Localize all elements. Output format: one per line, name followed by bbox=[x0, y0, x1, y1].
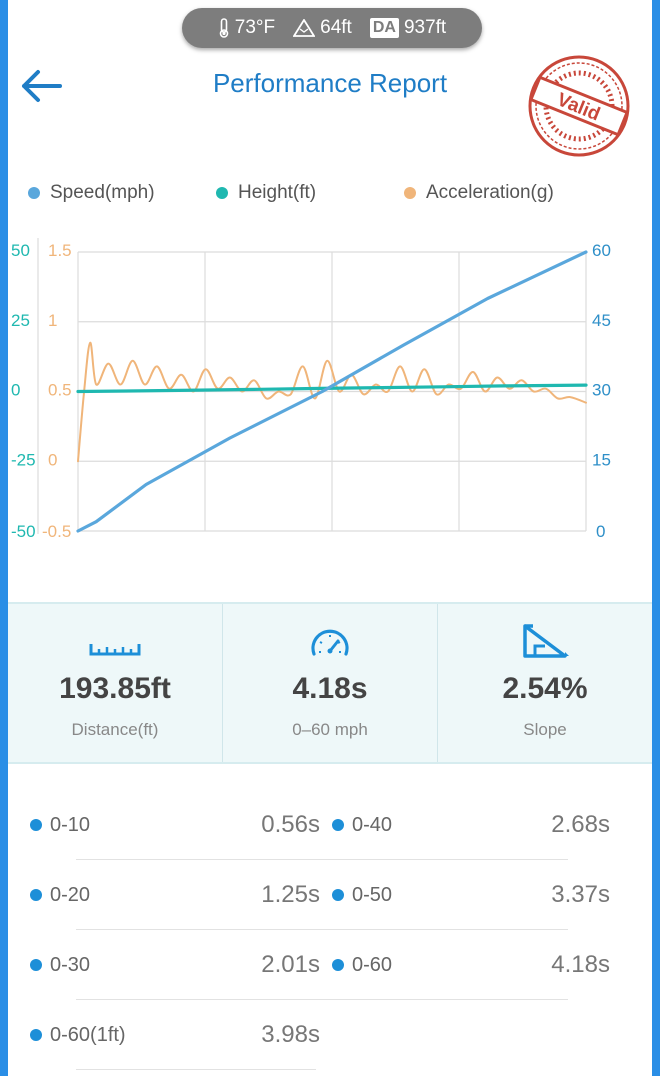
tick-label-height: 0 bbox=[11, 381, 20, 400]
tick-label-height: -50 bbox=[11, 522, 36, 541]
stats-panel: 193.85ft Distance(ft) 4.18s 0–60 mph bbox=[8, 602, 652, 764]
tick-label-height: -25 bbox=[11, 450, 36, 469]
time-row-0-20: 0-20 1.25s bbox=[30, 860, 320, 930]
arrow-left-icon bbox=[22, 70, 62, 102]
tick-label-acceleration: 1 bbox=[48, 311, 57, 330]
time-row-0-60-1ft: 0-60(1ft) 3.98s bbox=[30, 1000, 320, 1070]
bullet-icon bbox=[30, 959, 42, 971]
stat-zero-sixty-label: 0–60 mph bbox=[292, 720, 368, 739]
page-title: Performance Report bbox=[212, 68, 448, 98]
tick-label-acceleration: -0.5 bbox=[42, 522, 71, 541]
bullet-icon bbox=[332, 889, 344, 901]
interval-time: 0.56s bbox=[261, 811, 320, 838]
interval-time: 2.01s bbox=[261, 951, 320, 978]
series-line-height-ft bbox=[76, 383, 588, 394]
legend-height-dot bbox=[216, 187, 228, 199]
time-row-0-40: 0-40 2.68s bbox=[332, 790, 610, 860]
interval-label: 0-20 bbox=[50, 883, 91, 906]
screen: 73°F 64ft DA 937ft Performance Report Va… bbox=[8, 0, 652, 1076]
performance-chart: 50 25 0 -25 -50 1.5 1 0.5 0 -0.5 60 45 30 15 0 bbox=[11, 238, 611, 541]
valid-stamp: Valid bbox=[528, 55, 630, 157]
legend-acceleration: Acceleration(g) bbox=[404, 182, 554, 204]
stat-distance: 193.85ft Distance(ft) bbox=[8, 604, 222, 762]
interval-label: 0-10 bbox=[50, 813, 91, 836]
bullet-icon bbox=[332, 959, 344, 971]
interval-label: 0-30 bbox=[50, 953, 91, 976]
stat-zero-sixty-value: 4.18s bbox=[292, 672, 368, 705]
stat-distance-label: Distance(ft) bbox=[71, 720, 159, 739]
legend-height-label: Height(ft) bbox=[238, 182, 317, 203]
interval-time: 3.37s bbox=[551, 881, 610, 908]
series-line-acceleration-g bbox=[77, 341, 587, 463]
interval-time: 4.18s bbox=[551, 951, 610, 978]
interval-time: 3.98s bbox=[261, 1021, 320, 1048]
altitude-value: 64ft bbox=[320, 17, 352, 38]
time-row-0-10: 0-10 0.56s bbox=[30, 790, 320, 860]
row-divider bbox=[76, 859, 568, 860]
interval-time: 1.25s bbox=[261, 881, 320, 908]
chart-legend: Speed(mph) Height(ft) Acceleration(g) bbox=[8, 182, 652, 208]
conditions-pill: 73°F 64ft DA 937ft bbox=[182, 8, 482, 48]
tick-label-acceleration: 0.5 bbox=[48, 381, 72, 400]
time-row-0-50: 0-50 3.37s bbox=[332, 860, 610, 930]
speedometer-icon bbox=[311, 629, 349, 656]
row-divider bbox=[76, 929, 568, 930]
stat-slope-value: 2.54% bbox=[502, 672, 588, 705]
interval-label: 0-60(1ft) bbox=[50, 1023, 126, 1046]
row-divider bbox=[76, 1069, 316, 1070]
temperature-value: 73°F bbox=[234, 17, 276, 38]
bullet-icon bbox=[30, 889, 42, 901]
density-altitude-value: 937ft bbox=[403, 17, 447, 38]
legend-speed-dot bbox=[28, 187, 40, 199]
legend-height: Height(ft) bbox=[216, 182, 316, 204]
thermometer-icon bbox=[219, 18, 229, 38]
legend-acceleration-label: Acceleration(g) bbox=[426, 182, 554, 203]
tick-label-speed: 30 bbox=[592, 381, 611, 400]
density-altitude-badge: DA bbox=[369, 18, 399, 38]
tick-label-acceleration: 1.5 bbox=[48, 241, 72, 260]
tick-label-speed: 0 bbox=[596, 522, 605, 541]
stat-slope-label: Slope bbox=[523, 720, 567, 739]
back-button[interactable] bbox=[18, 66, 64, 106]
tick-label-height: 50 bbox=[11, 241, 30, 260]
interval-label: 0-40 bbox=[352, 813, 393, 836]
stat-slope: 2.54% Slope bbox=[437, 604, 652, 762]
interval-label: 0-50 bbox=[352, 883, 393, 906]
time-row-0-60: 0-60 4.18s bbox=[332, 930, 610, 1000]
mountain-icon bbox=[293, 19, 316, 37]
tick-label-speed: 45 bbox=[592, 311, 611, 330]
bullet-icon bbox=[30, 1029, 42, 1041]
ruler-icon bbox=[89, 644, 141, 656]
interval-label: 0-60 bbox=[352, 953, 393, 976]
tick-label-height: 25 bbox=[11, 311, 30, 330]
row-divider bbox=[76, 999, 568, 1000]
bullet-icon bbox=[332, 819, 344, 831]
legend-speed: Speed(mph) bbox=[28, 182, 155, 204]
stat-distance-value: 193.85ft bbox=[59, 672, 171, 705]
legend-speed-label: Speed(mph) bbox=[50, 182, 155, 203]
slope-triangle-icon bbox=[523, 624, 569, 658]
time-row-0-30: 0-30 2.01s bbox=[30, 930, 320, 1000]
series-line-speed-mph bbox=[76, 250, 588, 533]
tick-label-acceleration: 0 bbox=[48, 450, 57, 469]
interval-time: 2.68s bbox=[551, 811, 610, 838]
bullet-icon bbox=[30, 819, 42, 831]
tick-label-speed: 15 bbox=[592, 450, 611, 469]
legend-acceleration-dot bbox=[404, 187, 416, 199]
tick-label-speed: 60 bbox=[592, 241, 611, 260]
stat-zero-sixty: 4.18s 0–60 mph bbox=[222, 604, 437, 762]
